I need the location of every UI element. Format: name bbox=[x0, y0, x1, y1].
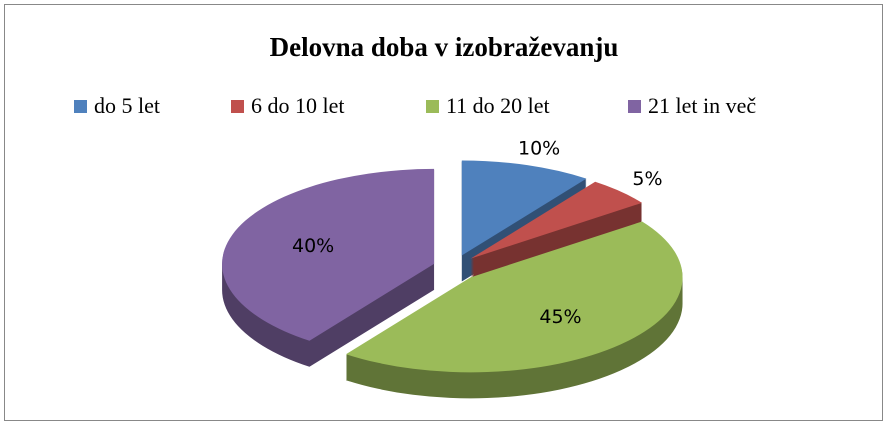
legend-label: 6 do 10 let bbox=[251, 93, 345, 118]
slice bbox=[222, 168, 435, 341]
value-label: 10% bbox=[518, 137, 560, 159]
legend-swatch bbox=[74, 100, 87, 113]
legend-label: 11 do 20 let bbox=[446, 93, 550, 118]
slice bbox=[470, 181, 643, 259]
value-label: 5% bbox=[632, 168, 662, 190]
chart-title: Delovna doba v izobraževanju bbox=[270, 32, 619, 62]
legend-label: do 5 let bbox=[94, 93, 160, 118]
legend-label: 21 let in več bbox=[648, 93, 756, 118]
legend-swatch bbox=[231, 100, 244, 113]
value-label: 40% bbox=[292, 235, 334, 257]
legend-swatch bbox=[628, 100, 641, 113]
slice bbox=[345, 221, 683, 373]
legend-swatch bbox=[426, 100, 439, 113]
value-label: 45% bbox=[539, 306, 581, 328]
slice bbox=[461, 160, 587, 256]
